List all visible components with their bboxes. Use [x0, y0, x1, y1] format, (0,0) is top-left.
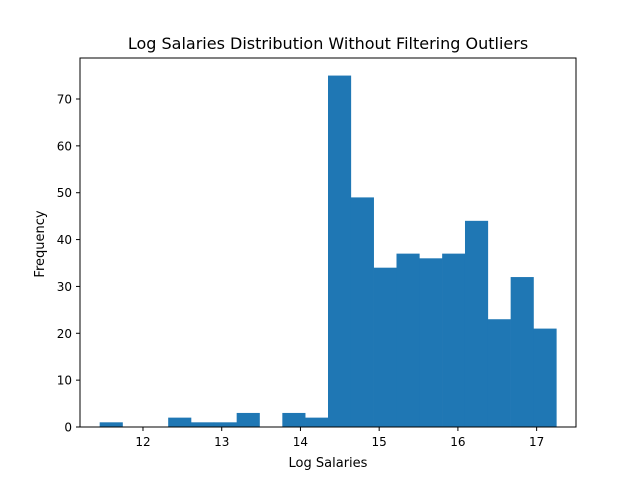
histogram-bar	[168, 417, 192, 427]
chart-title: Log Salaries Distribution Without Filter…	[128, 34, 528, 53]
histogram-bar	[419, 258, 443, 427]
y-axis-ticks: 0 10 20 30 40 50 60 70	[57, 93, 80, 435]
x-axis-label: Log Salaries	[289, 456, 368, 471]
x-tick-label: 12	[135, 435, 150, 449]
histogram-bar	[99, 422, 123, 427]
histogram-bar	[396, 253, 420, 427]
y-tick-label: 30	[57, 280, 72, 294]
histogram-bar	[464, 220, 489, 427]
histogram-bar	[213, 422, 237, 427]
y-tick-label: 0	[64, 421, 72, 435]
y-tick-label: 50	[57, 186, 72, 200]
bars-group	[99, 75, 557, 428]
x-tick-label: 17	[529, 435, 544, 449]
histogram-bar	[282, 412, 306, 427]
histogram-bar	[510, 277, 534, 427]
histogram-bar	[350, 197, 374, 427]
x-axis-ticks: 12 13 14 15 16 17	[135, 427, 544, 449]
y-tick-label: 70	[57, 93, 72, 107]
histogram-bar	[373, 267, 397, 427]
y-tick-label: 40	[57, 233, 72, 247]
x-tick-label: 13	[214, 435, 229, 449]
x-tick-label: 15	[372, 435, 387, 449]
y-tick-label: 20	[57, 327, 72, 341]
histogram-bar	[533, 328, 557, 427]
histogram-bar	[328, 75, 352, 428]
histogram-bar	[191, 422, 215, 427]
y-tick-label: 60	[57, 139, 72, 153]
histogram-bar	[487, 319, 511, 427]
x-tick-label: 16	[450, 435, 465, 449]
histogram-bar	[442, 253, 466, 427]
plot-frame	[79, 57, 577, 428]
y-axis-label: Frequency	[33, 210, 48, 277]
x-tick-label: 14	[293, 435, 308, 449]
histogram-bar	[305, 417, 329, 427]
y-tick-label: 10	[57, 374, 72, 388]
histogram-bar	[236, 412, 260, 427]
